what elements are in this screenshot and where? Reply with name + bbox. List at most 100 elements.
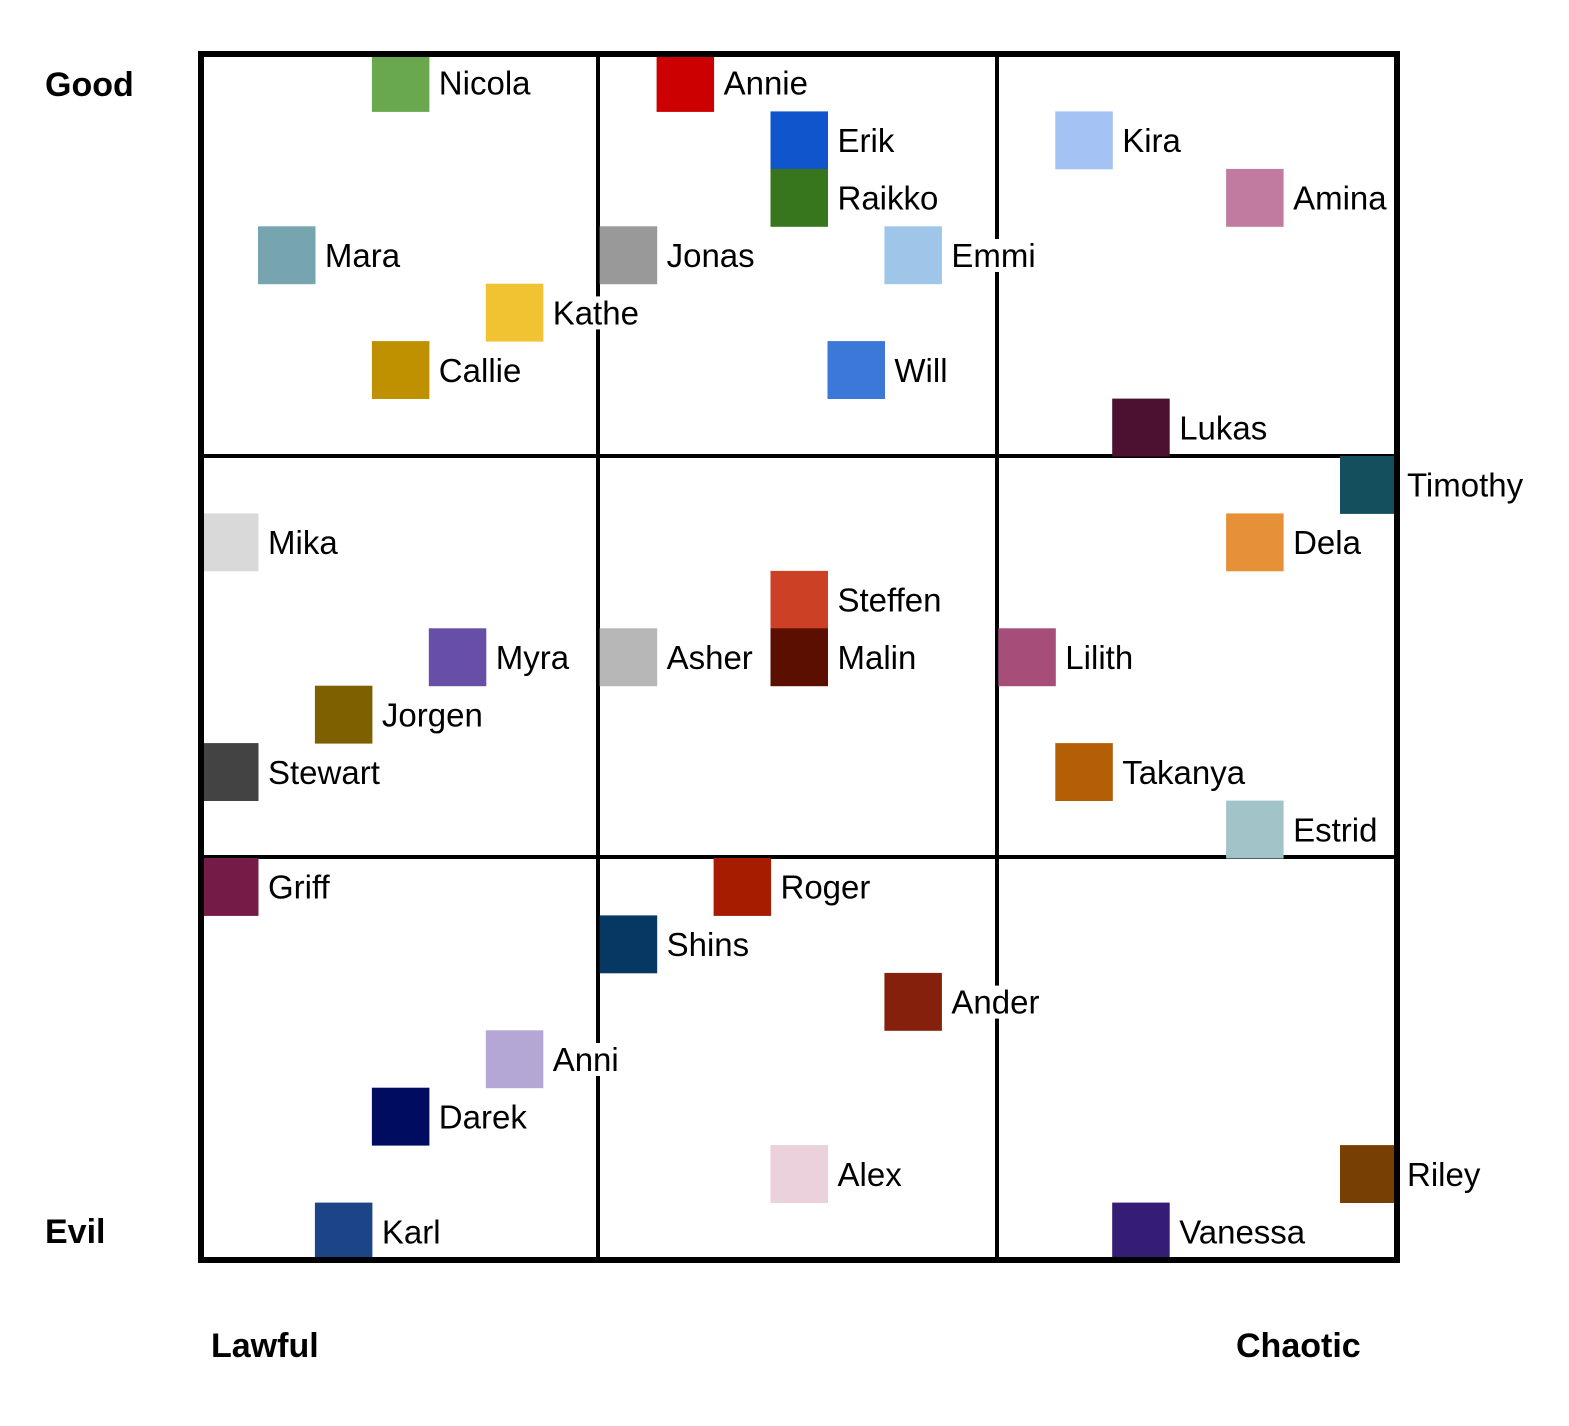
label-jorgen: Jorgen: [382, 696, 483, 733]
label-roger: Roger: [781, 869, 871, 906]
label-background: [436, 66, 534, 100]
label-background: [664, 928, 752, 962]
label-background: [664, 641, 755, 674]
marker-will: [827, 341, 885, 399]
marker-shins: [599, 915, 658, 974]
label-mara: Mara: [325, 237, 401, 274]
label-anni: Anni: [553, 1041, 619, 1078]
label-myra: Myra: [496, 639, 570, 676]
axis-label-chaotic: Chaotic: [1236, 1327, 1361, 1365]
axis-label-lawful: Lawful: [211, 1327, 319, 1365]
label-background: [266, 755, 382, 789]
label-lukas: Lukas: [1179, 409, 1267, 446]
label-malin: Malin: [838, 639, 917, 676]
marker-roger: [713, 858, 772, 916]
chart-frame: [198, 51, 1400, 1263]
label-nicola: Nicola: [439, 65, 531, 102]
label-vanessa: Vanessa: [1179, 1213, 1306, 1250]
label-alex: Alex: [838, 1156, 903, 1193]
label-background: [892, 353, 950, 387]
axis-label-evil: Evil: [45, 1213, 106, 1251]
marker-anni: [485, 1030, 544, 1089]
label-background: [1291, 813, 1380, 847]
marker-emmi: [884, 226, 942, 285]
marker-estrid: [1226, 800, 1284, 859]
label-amina: Amina: [1293, 180, 1387, 217]
marker-erik: [770, 111, 828, 170]
label-background: [1177, 411, 1270, 445]
label-emmi: Emmi: [951, 237, 1035, 274]
marker-riley: [1340, 1145, 1398, 1203]
marker-annie: [656, 54, 715, 112]
marker-malin: [770, 628, 828, 687]
label-background: [835, 1157, 905, 1191]
marker-dela: [1226, 513, 1284, 572]
marker-mika: [201, 513, 259, 572]
label-background: [835, 181, 941, 215]
label-background: [493, 641, 572, 674]
markers: [201, 54, 1398, 1261]
label-callie: Callie: [439, 352, 522, 389]
label-steffen: Steffen: [838, 582, 942, 619]
label-background: [550, 296, 641, 330]
label-background: [1120, 124, 1184, 158]
label-timothy: Timothy: [1407, 467, 1524, 504]
marker-nicola: [371, 54, 430, 112]
marker-callie: [371, 341, 430, 399]
label-background: [266, 870, 333, 904]
label-background: [436, 1100, 530, 1134]
label-kira: Kira: [1122, 122, 1181, 159]
label-background: [322, 239, 403, 272]
label-griff: Griff: [268, 869, 331, 906]
label-kathe: Kathe: [553, 294, 639, 331]
marker-alex: [770, 1145, 828, 1203]
label-background: [949, 239, 1038, 272]
marker-kathe: [485, 283, 544, 342]
label-background: [949, 985, 1042, 1019]
marker-vanessa: [1112, 1202, 1170, 1261]
axis-label-good: Good: [45, 66, 134, 104]
label-background: [550, 1043, 621, 1076]
label-jonas: Jonas: [667, 237, 755, 274]
marker-karl: [314, 1202, 373, 1261]
label-background: [1063, 641, 1136, 674]
label-background: [1177, 1215, 1308, 1249]
marker-jorgen: [314, 685, 373, 744]
marker-griff: [201, 858, 259, 916]
label-lilith: Lilith: [1065, 639, 1133, 676]
label-erik: Erik: [838, 122, 895, 159]
label-background: [436, 353, 524, 387]
label-background: [266, 526, 341, 560]
marker-amina: [1226, 168, 1284, 227]
label-annie: Annie: [724, 65, 808, 102]
label-background: [835, 124, 897, 158]
label-shins: Shins: [667, 926, 750, 963]
marker-timothy: [1340, 456, 1398, 514]
label-background: [1120, 755, 1248, 789]
marker-asher: [599, 628, 658, 687]
marker-stewart: [201, 743, 259, 801]
label-background: [1291, 181, 1390, 215]
label-will: Will: [894, 352, 947, 389]
label-background: [1291, 526, 1364, 560]
label-background: [1405, 1157, 1483, 1191]
marker-steffen: [770, 570, 828, 629]
label-background: [379, 1215, 443, 1249]
label-background: [379, 698, 485, 732]
label-background: [835, 583, 944, 617]
marker-kira: [1055, 111, 1113, 170]
marker-ander: [884, 972, 942, 1031]
label-dela: Dela: [1293, 524, 1362, 561]
marker-jonas: [599, 226, 658, 285]
label-stewart: Stewart: [268, 754, 380, 791]
marker-takanya: [1055, 743, 1113, 801]
label-riley: Riley: [1407, 1156, 1481, 1193]
label-background: [835, 641, 919, 674]
label-darek: Darek: [439, 1098, 528, 1135]
label-ander: Ander: [951, 984, 1039, 1021]
label-takanya: Takanya: [1122, 754, 1246, 791]
label-background: [1405, 468, 1526, 502]
label-raikko: Raikko: [838, 180, 939, 217]
marker-raikko: [770, 168, 828, 227]
